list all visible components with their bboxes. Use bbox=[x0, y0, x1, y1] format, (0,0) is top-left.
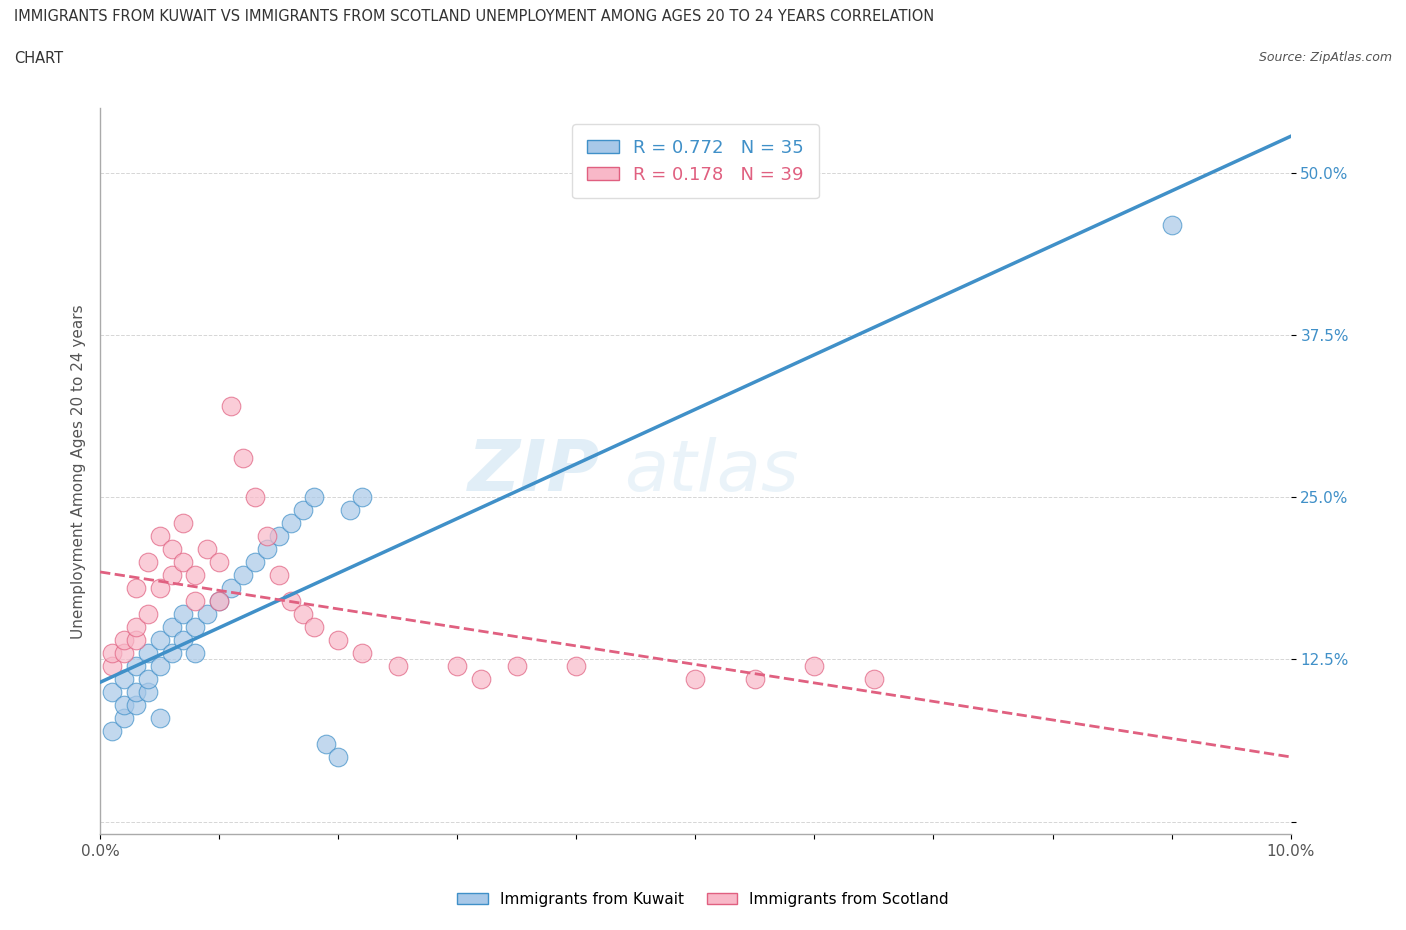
Text: atlas: atlas bbox=[624, 437, 799, 506]
Point bbox=[101, 684, 124, 699]
Point bbox=[125, 632, 148, 647]
Point bbox=[291, 606, 314, 621]
Point bbox=[328, 632, 350, 647]
Point bbox=[243, 490, 266, 505]
Point bbox=[565, 658, 588, 673]
Point bbox=[136, 606, 159, 621]
Point bbox=[101, 645, 124, 660]
Text: ZIP: ZIP bbox=[468, 437, 600, 506]
Text: IMMIGRANTS FROM KUWAIT VS IMMIGRANTS FROM SCOTLAND UNEMPLOYMENT AMONG AGES 20 TO: IMMIGRANTS FROM KUWAIT VS IMMIGRANTS FRO… bbox=[14, 9, 935, 24]
Point bbox=[149, 658, 172, 673]
Point bbox=[267, 528, 290, 543]
Point bbox=[387, 658, 409, 673]
Point bbox=[149, 528, 172, 543]
Point bbox=[208, 593, 231, 608]
Point bbox=[160, 645, 183, 660]
Point bbox=[136, 671, 159, 686]
Point bbox=[136, 684, 159, 699]
Point bbox=[208, 554, 231, 569]
Point bbox=[149, 580, 172, 595]
Point bbox=[125, 580, 148, 595]
Point bbox=[112, 645, 135, 660]
Point bbox=[160, 541, 183, 556]
Text: Source: ZipAtlas.com: Source: ZipAtlas.com bbox=[1258, 51, 1392, 64]
Point bbox=[328, 750, 350, 764]
Point bbox=[219, 580, 242, 595]
Point bbox=[136, 645, 159, 660]
Point bbox=[744, 671, 766, 686]
Point bbox=[172, 516, 194, 531]
Point bbox=[184, 593, 207, 608]
Point bbox=[256, 541, 278, 556]
Point bbox=[863, 671, 886, 686]
Y-axis label: Unemployment Among Ages 20 to 24 years: Unemployment Among Ages 20 to 24 years bbox=[72, 304, 86, 639]
Point bbox=[112, 671, 135, 686]
Point bbox=[125, 619, 148, 634]
Point bbox=[350, 490, 373, 505]
Point bbox=[125, 684, 148, 699]
Point bbox=[280, 593, 302, 608]
Point bbox=[172, 606, 194, 621]
Point bbox=[685, 671, 707, 686]
Point bbox=[256, 528, 278, 543]
Point bbox=[195, 541, 218, 556]
Point bbox=[184, 567, 207, 582]
Point bbox=[315, 737, 337, 751]
Point bbox=[112, 711, 135, 725]
Point bbox=[803, 658, 825, 673]
Point bbox=[291, 503, 314, 518]
Point bbox=[184, 619, 207, 634]
Point bbox=[125, 658, 148, 673]
Point bbox=[101, 724, 124, 738]
Point bbox=[125, 698, 148, 712]
Point bbox=[280, 516, 302, 531]
Text: CHART: CHART bbox=[14, 51, 63, 66]
Point bbox=[160, 619, 183, 634]
Point bbox=[1160, 218, 1182, 232]
Point bbox=[112, 632, 135, 647]
Point bbox=[219, 399, 242, 414]
Point bbox=[149, 632, 172, 647]
Point bbox=[208, 593, 231, 608]
Point bbox=[195, 606, 218, 621]
Legend: Immigrants from Kuwait, Immigrants from Scotland: Immigrants from Kuwait, Immigrants from … bbox=[451, 886, 955, 913]
Point bbox=[506, 658, 529, 673]
Point bbox=[470, 671, 492, 686]
Point bbox=[267, 567, 290, 582]
Point bbox=[149, 711, 172, 725]
Point bbox=[160, 567, 183, 582]
Point bbox=[243, 554, 266, 569]
Point bbox=[101, 658, 124, 673]
Point bbox=[304, 490, 326, 505]
Point bbox=[112, 698, 135, 712]
Point bbox=[184, 645, 207, 660]
Point bbox=[446, 658, 468, 673]
Point bbox=[136, 554, 159, 569]
Point bbox=[339, 503, 361, 518]
Point bbox=[172, 554, 194, 569]
Point bbox=[232, 451, 254, 466]
Point bbox=[350, 645, 373, 660]
Point bbox=[232, 567, 254, 582]
Point bbox=[172, 632, 194, 647]
Point bbox=[304, 619, 326, 634]
Legend: R = 0.772   N = 35, R = 0.178   N = 39: R = 0.772 N = 35, R = 0.178 N = 39 bbox=[572, 125, 818, 198]
